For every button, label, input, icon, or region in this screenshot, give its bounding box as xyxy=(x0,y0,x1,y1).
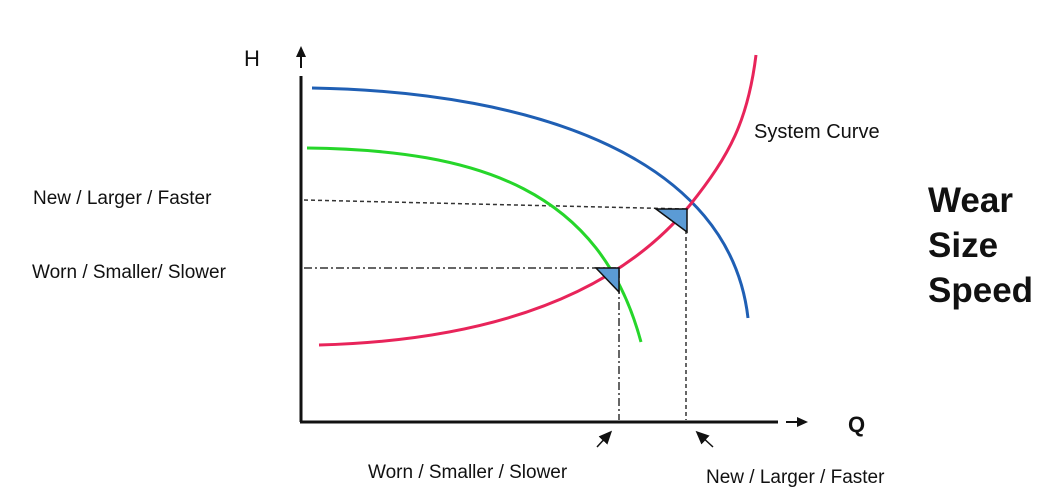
new-head-dashed-line xyxy=(303,199,687,210)
factor-size: Size xyxy=(928,226,999,265)
new-pump-curve xyxy=(311,86,750,319)
worn-pump-curve xyxy=(306,146,643,343)
worn-head-label: Worn / Smaller/ Slower xyxy=(32,262,227,283)
new-operating-point-marker xyxy=(653,208,688,234)
system-curve-label: System Curve xyxy=(754,121,880,143)
new-flow-label: New / Larger / Faster xyxy=(706,467,885,488)
new-head-label: New / Larger / Faster xyxy=(33,188,212,209)
y-axis-arrow-icon xyxy=(296,46,306,57)
system-curve xyxy=(318,54,758,347)
worn-operating-point-marker xyxy=(594,267,620,294)
y-axis-label: H xyxy=(244,46,260,71)
worn-flow-label: Worn / Smaller / Slower xyxy=(368,462,568,483)
factor-speed: Speed xyxy=(928,271,1034,310)
factors-list: Wear Size Speed xyxy=(928,178,1033,313)
new-flow-pointer-arrow-icon xyxy=(695,430,714,448)
x-axis-label: Q xyxy=(848,412,865,437)
worn-flow-pointer-arrow-icon xyxy=(596,430,613,448)
factor-wear: Wear xyxy=(928,181,1013,220)
x-axis-arrow-icon xyxy=(797,417,808,427)
